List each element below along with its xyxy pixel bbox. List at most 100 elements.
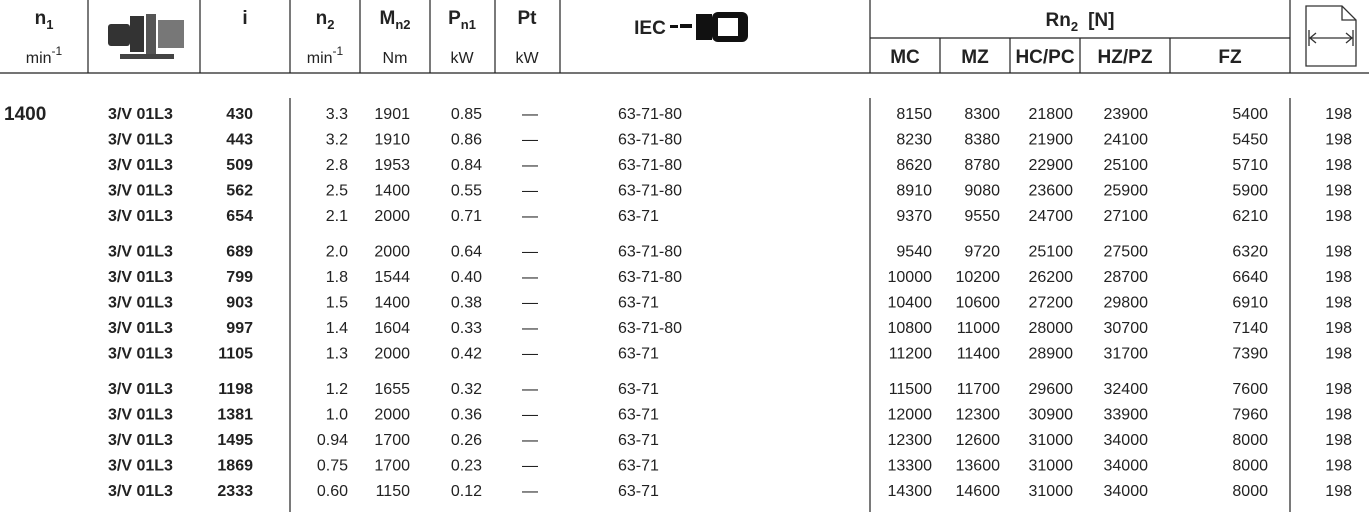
- cell: 8000: [1232, 458, 1268, 475]
- cell: 198: [1325, 483, 1352, 500]
- cell: 8150: [896, 106, 932, 123]
- cell: 1700: [374, 458, 410, 475]
- cell: 63-71: [618, 381, 659, 398]
- cell: 3/V 01L3: [108, 407, 173, 424]
- cell: 29600: [1029, 381, 1074, 398]
- cell: 2333: [217, 483, 253, 500]
- cell: 1604: [374, 320, 410, 337]
- cell: 5450: [1232, 132, 1268, 149]
- cell: 198: [1325, 208, 1352, 225]
- cell: 3/V 01L3: [108, 381, 173, 398]
- cell: 198: [1325, 157, 1352, 174]
- unit-label: min-1: [307, 44, 344, 67]
- cell: 11500: [889, 381, 932, 398]
- cell: —: [522, 106, 538, 123]
- cell: 10400: [888, 295, 933, 312]
- cell: 31000: [1029, 483, 1074, 500]
- n1-value: 1400: [4, 104, 46, 125]
- unit-superscript: -1: [333, 44, 344, 58]
- cell: —: [522, 381, 538, 398]
- cell: 0.26: [451, 432, 482, 449]
- cell: 0.12: [451, 483, 482, 500]
- header-subscript: 2: [327, 17, 334, 32]
- column-header: n1: [35, 8, 54, 32]
- cell: —: [522, 458, 538, 475]
- cell: 13600: [956, 458, 1001, 475]
- cell: 21900: [1029, 132, 1074, 149]
- cell: —: [522, 407, 538, 424]
- cell: 1.5: [326, 295, 348, 312]
- cell: 12600: [956, 432, 1001, 449]
- cell: 14300: [888, 483, 933, 500]
- unit: kW: [450, 50, 474, 67]
- cell: 12000: [888, 407, 933, 424]
- cell: 0.55: [451, 183, 482, 200]
- cell: 29800: [1104, 295, 1149, 312]
- cell: 5400: [1232, 106, 1268, 123]
- cell: 9540: [896, 244, 932, 261]
- header-symbol: Pt: [518, 8, 538, 29]
- column-header: Rn2 [N]: [1046, 10, 1115, 34]
- cell: 0.84: [451, 157, 482, 174]
- cell: 10200: [956, 269, 1001, 286]
- cell: 3/V 01L3: [108, 183, 173, 200]
- cell: 63-71: [618, 432, 659, 449]
- cell: 562: [226, 183, 253, 200]
- cell: —: [522, 132, 538, 149]
- cell: 8000: [1232, 432, 1268, 449]
- cell: 2.1: [326, 208, 348, 225]
- cell: 198: [1325, 244, 1352, 261]
- cell: 2000: [374, 346, 410, 363]
- cell: 3/V 01L3: [108, 432, 173, 449]
- cell: 23900: [1104, 106, 1149, 123]
- cell: 903: [226, 295, 253, 312]
- header-symbol: n: [316, 8, 328, 29]
- cell: —: [522, 269, 538, 286]
- cell: 0.75: [317, 458, 348, 475]
- cell: 509: [226, 157, 253, 174]
- cell: 198: [1325, 295, 1352, 312]
- cell: —: [522, 157, 538, 174]
- cell: 8780: [964, 157, 1000, 174]
- cell: 198: [1325, 381, 1352, 398]
- header-unit: [N]: [1088, 10, 1114, 31]
- cell: 8910: [896, 183, 932, 200]
- cell: 3/V 01L3: [108, 244, 173, 261]
- cell: 27500: [1104, 244, 1149, 261]
- cell: 63-71: [618, 458, 659, 475]
- cell: 11400: [957, 346, 1000, 363]
- unit: min: [26, 50, 52, 67]
- cell: 11000: [957, 320, 1000, 337]
- cell: 28000: [1029, 320, 1074, 337]
- header-symbol: P: [448, 8, 461, 29]
- sub-column-header: FZ: [1218, 47, 1242, 68]
- cell: 198: [1325, 432, 1352, 449]
- cell: —: [522, 244, 538, 261]
- cell: 0.36: [451, 407, 482, 424]
- cell: 0.40: [451, 269, 482, 286]
- unit: Nm: [383, 50, 408, 67]
- cell: 1495: [217, 432, 253, 449]
- cell: 198: [1325, 458, 1352, 475]
- cell: 32400: [1104, 381, 1149, 398]
- cell: 0.71: [451, 208, 482, 225]
- header-symbol: n: [35, 8, 47, 29]
- cell: 9370: [896, 208, 932, 225]
- cell: 27100: [1104, 208, 1149, 225]
- cell: 3/V 01L3: [108, 295, 173, 312]
- cell: 1700: [374, 432, 410, 449]
- header-symbol: Rn: [1046, 10, 1071, 31]
- cell: 6910: [1232, 295, 1268, 312]
- cell: —: [522, 346, 538, 363]
- cell: 198: [1325, 132, 1352, 149]
- cell: 689: [226, 244, 253, 261]
- cell: 3/V 01L3: [108, 346, 173, 363]
- cell: 1198: [218, 381, 253, 398]
- cell: 30700: [1104, 320, 1149, 337]
- unit-label: kW: [515, 50, 539, 67]
- cell: 1655: [374, 381, 410, 398]
- cell: 1.3: [326, 346, 348, 363]
- cell: 2000: [374, 208, 410, 225]
- cell: 11200: [889, 346, 932, 363]
- cell: —: [522, 483, 538, 500]
